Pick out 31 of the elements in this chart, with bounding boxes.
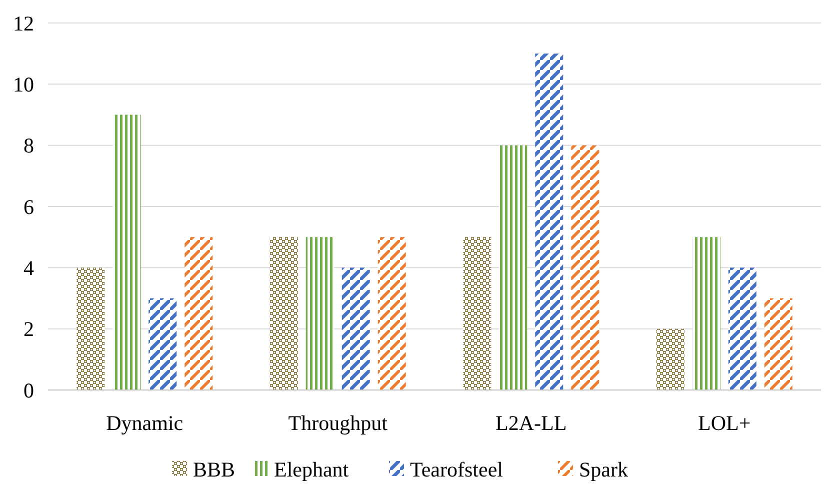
- bar: [463, 237, 492, 390]
- bar: [270, 237, 298, 390]
- y-tick-label: 8: [24, 134, 34, 158]
- bar: [184, 237, 213, 390]
- y-tick-label: 12: [13, 11, 34, 36]
- bar: [535, 54, 564, 390]
- legend-label: Tearofsteel: [410, 457, 504, 482]
- bar: [571, 145, 600, 390]
- y-tick-label: 6: [24, 194, 34, 219]
- y-tick-label: 0: [24, 378, 34, 402]
- bar: [728, 268, 756, 390]
- legend-label: Spark: [579, 457, 628, 482]
- bar: [764, 298, 792, 390]
- x-tick-label: Throughput: [288, 411, 388, 435]
- legend-label: BBB: [193, 457, 236, 482]
- bar: [148, 298, 177, 390]
- x-tick-label: L2A-LL: [496, 411, 567, 435]
- bar: [342, 268, 370, 390]
- y-tick-label: 10: [13, 72, 34, 97]
- bar: [76, 268, 105, 390]
- x-tick-label: LOL+: [698, 411, 751, 435]
- x-tick-label: Dynamic: [106, 411, 184, 435]
- bar: [499, 145, 528, 390]
- bar: [692, 237, 720, 390]
- bar: [656, 328, 684, 390]
- bar: [306, 237, 334, 390]
- bar: [112, 114, 141, 390]
- legend-label: Elephant: [274, 457, 349, 482]
- y-tick-label: 4: [24, 256, 34, 280]
- bar: [378, 237, 406, 390]
- y-tick-label: 2: [24, 317, 34, 342]
